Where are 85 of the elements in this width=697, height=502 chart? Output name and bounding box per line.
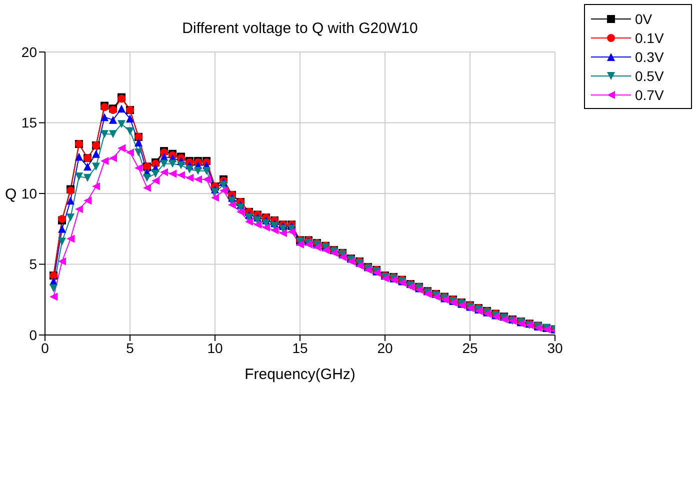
point bbox=[84, 174, 92, 182]
legend-label: 0.3V bbox=[635, 48, 664, 64]
point bbox=[134, 138, 142, 147]
point bbox=[202, 175, 210, 184]
y-tick-label: 0 bbox=[29, 326, 38, 343]
point bbox=[152, 170, 160, 178]
point bbox=[50, 284, 58, 292]
point bbox=[356, 262, 364, 270]
point bbox=[270, 226, 278, 234]
point bbox=[228, 200, 236, 209]
y-tick-label: 10 bbox=[21, 185, 38, 202]
chart-title: Different voltage to Q with G20W10 bbox=[181, 20, 419, 37]
x-tick-label: 25 bbox=[462, 340, 478, 356]
point bbox=[58, 257, 66, 266]
point bbox=[58, 238, 66, 246]
point bbox=[194, 166, 202, 175]
y-tick-label: 5 bbox=[29, 256, 38, 272]
point bbox=[160, 168, 168, 176]
x-tick-label: 5 bbox=[126, 340, 134, 356]
point bbox=[177, 161, 185, 170]
legend-label: 0.5V bbox=[635, 68, 664, 84]
point bbox=[109, 130, 117, 138]
point bbox=[236, 208, 244, 216]
point bbox=[126, 114, 134, 123]
point bbox=[211, 188, 219, 196]
point bbox=[168, 170, 176, 178]
point bbox=[134, 164, 142, 172]
point bbox=[202, 166, 210, 175]
point bbox=[66, 196, 74, 205]
legend-label: 0V bbox=[635, 10, 652, 26]
point bbox=[100, 113, 108, 122]
point bbox=[75, 205, 83, 214]
point bbox=[118, 104, 126, 113]
point bbox=[134, 148, 142, 156]
legend-label: 0.7V bbox=[635, 86, 664, 102]
point bbox=[66, 214, 74, 222]
point bbox=[220, 186, 228, 195]
point bbox=[126, 148, 134, 156]
point bbox=[118, 144, 126, 152]
point bbox=[109, 154, 117, 162]
point bbox=[109, 116, 117, 124]
point bbox=[50, 292, 58, 301]
y-tick-label: 15 bbox=[21, 114, 38, 131]
legend-label: 0.1V bbox=[635, 30, 664, 46]
point bbox=[100, 130, 108, 138]
point bbox=[186, 174, 194, 182]
point bbox=[254, 220, 262, 229]
point bbox=[186, 165, 194, 174]
point bbox=[288, 228, 296, 236]
point bbox=[143, 174, 151, 182]
x-axis-title: Frequency(GHz) bbox=[244, 366, 356, 383]
point bbox=[152, 176, 160, 185]
point bbox=[322, 246, 330, 254]
point bbox=[92, 182, 100, 190]
point bbox=[143, 184, 151, 192]
y-axis-title: Q bbox=[5, 186, 17, 203]
point bbox=[194, 175, 202, 184]
point bbox=[338, 253, 346, 262]
point bbox=[66, 234, 74, 243]
point bbox=[75, 152, 83, 161]
point bbox=[84, 162, 92, 171]
point bbox=[313, 243, 321, 252]
point bbox=[92, 162, 100, 171]
x-tick-label: 10 bbox=[207, 340, 223, 356]
point bbox=[160, 160, 168, 168]
x-tick-label: 30 bbox=[547, 340, 563, 356]
point bbox=[262, 223, 270, 232]
point bbox=[245, 218, 253, 226]
point bbox=[126, 127, 134, 136]
point bbox=[211, 194, 219, 202]
point bbox=[58, 224, 66, 233]
point bbox=[296, 240, 304, 248]
x-tick-label: 20 bbox=[377, 340, 393, 356]
point bbox=[92, 150, 100, 158]
point bbox=[220, 181, 228, 190]
point bbox=[84, 196, 92, 205]
x-tick-label: 15 bbox=[292, 340, 308, 356]
point bbox=[118, 120, 126, 128]
point bbox=[75, 172, 83, 181]
x-tick-label: 0 bbox=[41, 340, 50, 356]
point bbox=[177, 171, 185, 180]
point bbox=[100, 156, 108, 165]
y-tick-label: 20 bbox=[21, 44, 38, 60]
point bbox=[279, 229, 287, 238]
point bbox=[168, 160, 176, 168]
